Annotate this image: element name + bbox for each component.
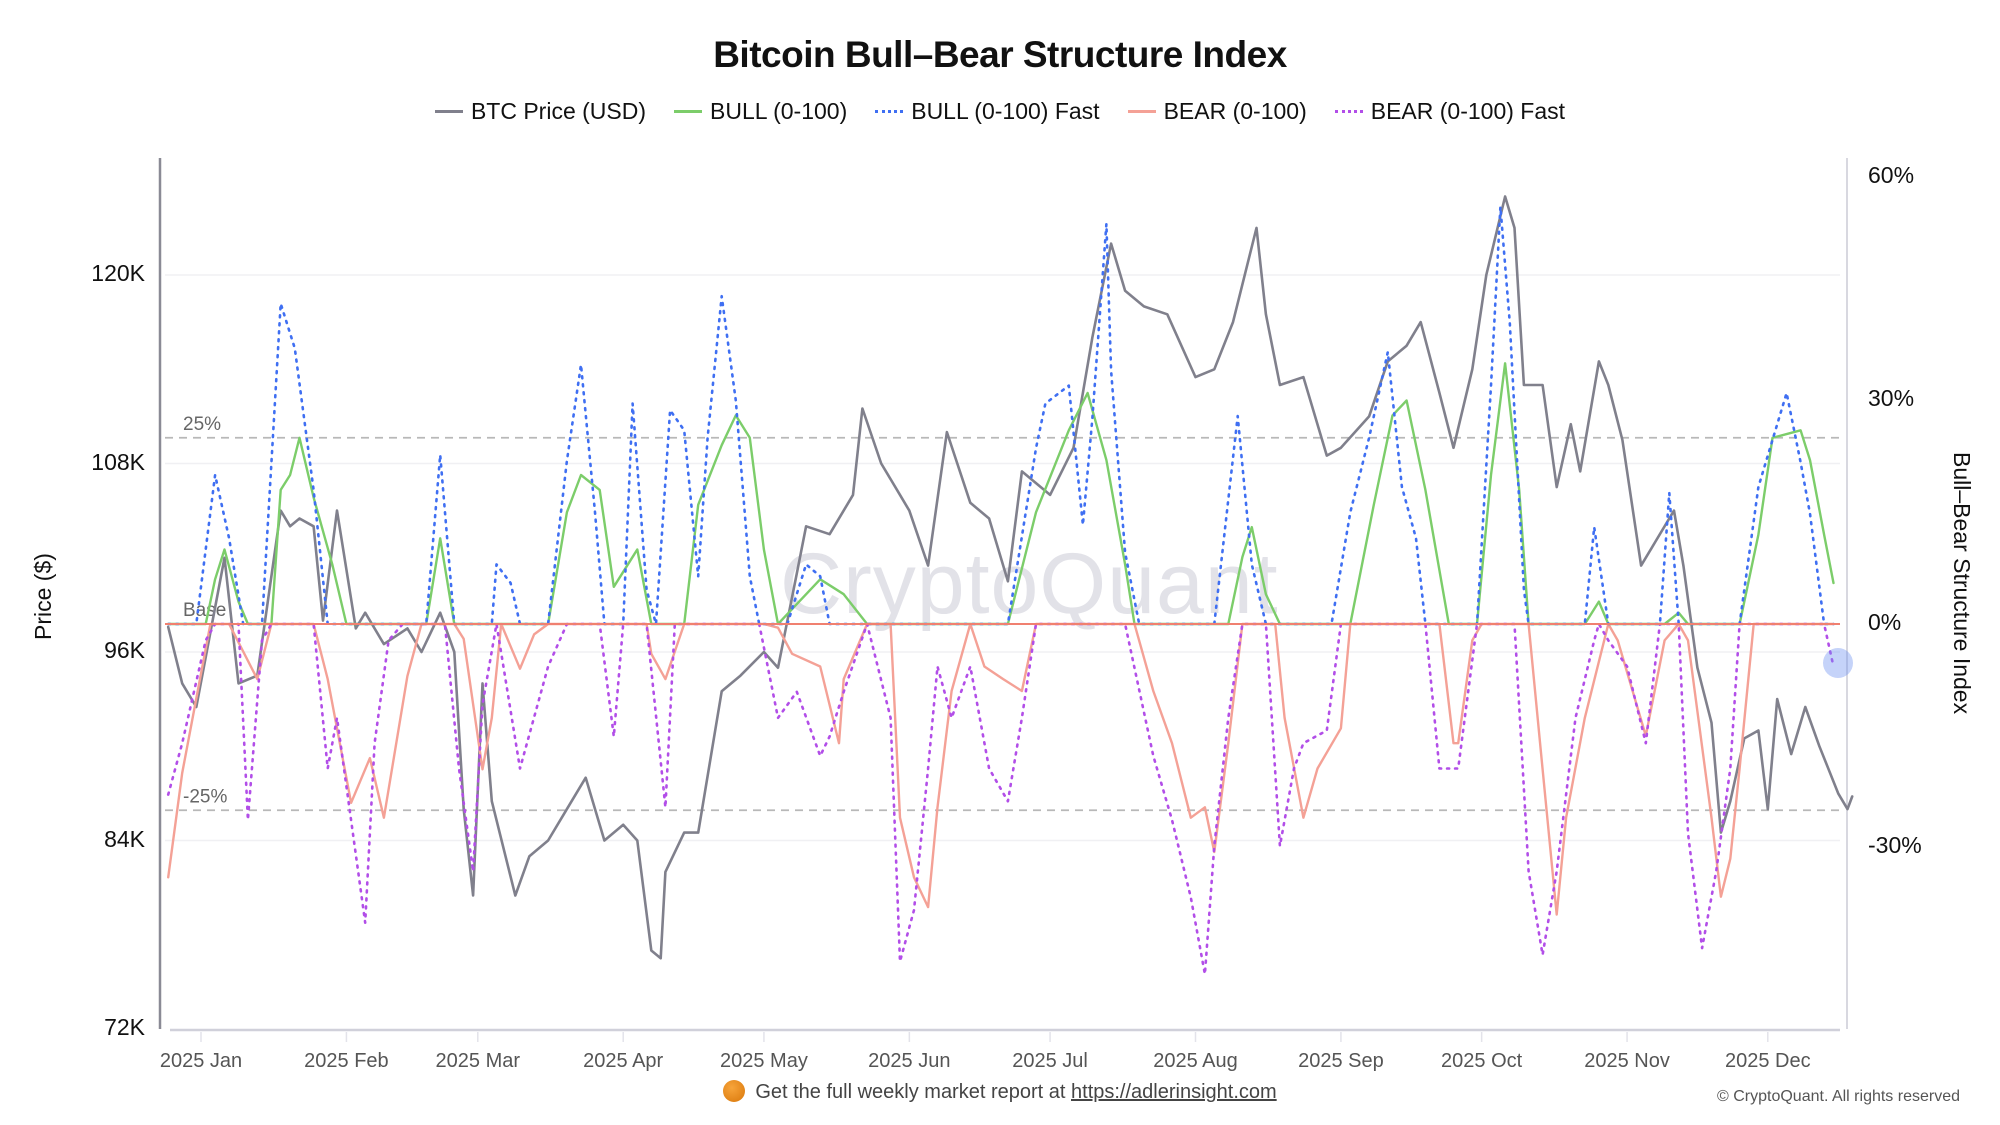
legend-label: BTC Price (USD) xyxy=(470,98,647,124)
x-tick-label: 2025 Jan xyxy=(159,1050,243,1072)
y-tick-label: 120K xyxy=(91,260,145,286)
legend: BTC Price (USD) BULL (0-100) BULL (0-100… xyxy=(0,98,2000,125)
chart-title: Bitcoin Bull–Bear Structure Index xyxy=(713,34,1287,75)
copyright: © CryptoQuant. All rights reserved xyxy=(1717,1088,1960,1105)
legend-label: BEAR (0-100) xyxy=(1163,98,1307,124)
reference-line-label: -25% xyxy=(183,786,227,807)
y2-tick-label: -30% xyxy=(1868,832,1922,858)
x-tick-label: 2025 Sep xyxy=(1298,1050,1384,1072)
x-tick-label: 2025 Aug xyxy=(1153,1050,1238,1072)
y2-tick-label: 0% xyxy=(1868,609,1902,635)
series-line-bear-0-100 xyxy=(167,622,1835,916)
footer: Get the full weekly market report at htt… xyxy=(0,1080,2000,1104)
series-line-bear-0-100-fast xyxy=(166,622,1835,976)
y-tick-label: 84K xyxy=(104,826,145,852)
x-tick-label: 2025 Dec xyxy=(1724,1050,1811,1072)
x-tick-label: 2025 Feb xyxy=(304,1050,389,1072)
y2-axis-title: Bull–Bear Structure Index xyxy=(1949,452,1975,715)
y-tick-label: 72K xyxy=(104,1014,145,1040)
legend-label: BULL (0-100) Fast xyxy=(911,98,1100,124)
legend-item-bull[interactable]: BULL (0-100) xyxy=(674,98,847,125)
x-tick-label: 2025 Oct xyxy=(1441,1050,1523,1072)
legend-label: BULL (0-100) xyxy=(710,98,848,124)
x-tick-label: 2025 Mar xyxy=(435,1050,521,1072)
x-tick-label: 2025 Jun xyxy=(868,1050,951,1072)
legend-item-bear[interactable]: BEAR (0-100) xyxy=(1127,98,1307,125)
legend-item-bear-fast[interactable]: BEAR (0-100) Fast xyxy=(1334,98,1566,125)
footer-link[interactable]: https://adlerinsight.com xyxy=(1071,1081,1277,1103)
y-tick-label: 96K xyxy=(104,637,145,663)
legend-swatch xyxy=(1127,110,1156,113)
legend-item-bull-fast[interactable]: BULL (0-100) Fast xyxy=(875,98,1100,125)
footer-text: Get the full weekly market report at xyxy=(755,1081,1066,1103)
legend-swatch xyxy=(674,110,703,113)
hover-marker xyxy=(1823,648,1853,678)
series-line-bull-0-100 xyxy=(167,362,1835,626)
y-axis-title: Price ($) xyxy=(30,553,56,640)
x-tick-label: 2025 Apr xyxy=(583,1050,664,1072)
watermark: CryptoQuant xyxy=(780,536,1279,632)
series-line-btc-price-usd xyxy=(166,195,1854,960)
legend-label: BEAR (0-100) Fast xyxy=(1370,98,1566,124)
reference-line-label: 25% xyxy=(183,414,221,435)
reference-line-label: Base xyxy=(183,600,226,621)
legend-swatch xyxy=(875,110,904,113)
y2-tick-label: 60% xyxy=(1868,162,1915,188)
legend-swatch xyxy=(434,110,463,113)
legend-swatch xyxy=(1334,110,1363,113)
x-tick-label: 2025 Nov xyxy=(1584,1050,1670,1072)
x-tick-label: 2025 Jul xyxy=(1012,1050,1088,1072)
y2-tick-label: 30% xyxy=(1868,385,1915,411)
legend-item-btc-price[interactable]: BTC Price (USD) xyxy=(434,98,647,125)
y-tick-label: 108K xyxy=(91,449,145,475)
x-tick-label: 2025 May xyxy=(719,1050,808,1072)
coin-icon xyxy=(723,1080,746,1102)
